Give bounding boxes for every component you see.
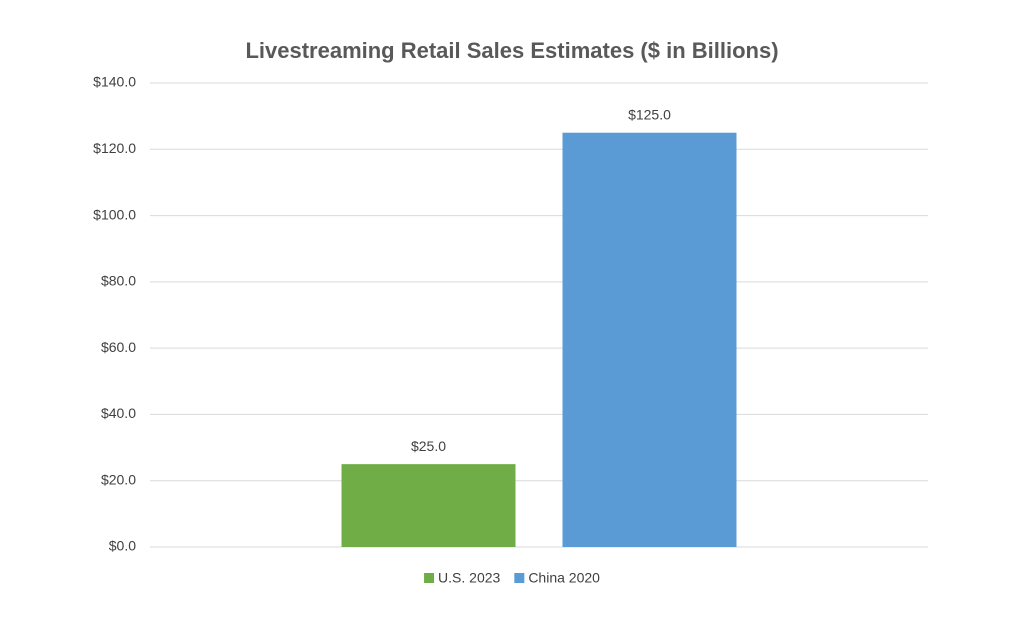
y-tick-label: $120.0 xyxy=(93,140,136,156)
y-tick-label: $0.0 xyxy=(109,538,136,554)
value-label: $25.0 xyxy=(411,438,446,454)
bar xyxy=(341,464,516,547)
y-tick-label: $140.0 xyxy=(93,74,136,90)
bar xyxy=(562,132,737,547)
y-tick-label: $20.0 xyxy=(101,471,136,487)
value-label: $125.0 xyxy=(628,106,671,122)
legend-label: China 2020 xyxy=(528,570,600,586)
legend-swatch xyxy=(514,573,525,583)
legend-swatch xyxy=(424,573,435,583)
y-tick-label: $40.0 xyxy=(101,405,136,421)
legend-label: U.S. 2023 xyxy=(438,570,500,586)
y-tick-label: $100.0 xyxy=(93,206,136,222)
y-tick-label: $80.0 xyxy=(101,273,136,289)
y-tick-label: $60.0 xyxy=(101,339,136,355)
chart-title: Livestreaming Retail Sales Estimates ($ … xyxy=(245,38,778,63)
